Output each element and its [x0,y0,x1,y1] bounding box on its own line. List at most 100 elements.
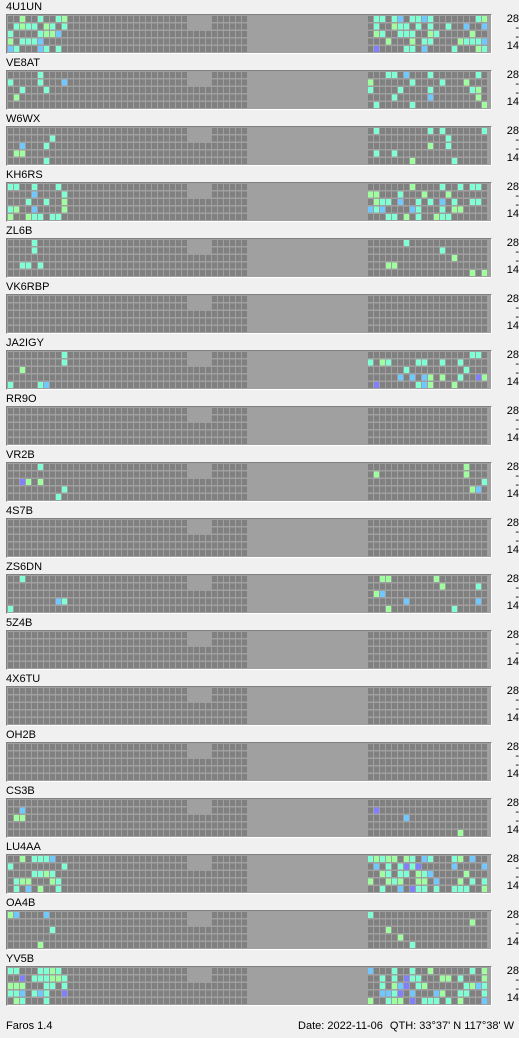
grid-cell [50,871,55,877]
grid-cell [392,415,397,422]
beacon-callsign: 5Z4B [6,617,33,629]
grid-cell [158,576,163,582]
grid-cell [380,710,385,717]
grid-cell [56,830,61,836]
grid-cell [464,326,469,332]
grid-cell [242,759,247,765]
grid-cell [242,886,247,892]
grid-cell [38,822,43,829]
band-label-top: 28 [506,517,519,529]
grid-cell [464,550,469,556]
grid-cell [8,102,13,108]
beacon-row: OA4B 28- -14 [0,896,519,952]
grid-cell [368,751,373,758]
grid-cell [56,751,61,758]
grid-cell [422,886,427,892]
grid-cell [44,46,49,52]
grid-cell [74,639,79,646]
grid-cell [176,102,181,108]
grid-cell [128,423,133,429]
grid-cell [134,38,139,45]
grid-cell [62,662,67,668]
grid-cell [470,878,475,885]
grid-cell [164,199,169,205]
grid-cell [32,38,37,45]
grid-cell [104,464,109,470]
grid-cell [452,318,457,325]
grid-cell [410,751,415,758]
grid-cell [428,206,433,213]
grid-cell [146,270,151,276]
grid-cell [38,240,43,246]
grid-cell [194,886,199,892]
grid-cell [434,479,439,485]
grid-cell [158,184,163,190]
grid-cell [122,430,127,437]
grid-cell [68,270,73,276]
grid-cell [134,662,139,668]
grid-cell [452,46,457,52]
grid-cell [404,318,409,325]
grid-cell [218,886,223,892]
grid-cell [62,542,67,549]
grid-cell [38,912,43,918]
grid-cell [242,359,247,366]
grid-cell [62,199,67,205]
grid-cell [410,408,415,414]
grid-cell [242,415,247,422]
grid-cell [110,542,115,549]
grid-cell [116,199,121,205]
grid-cell [152,751,157,758]
grid-cell [80,94,85,101]
grid-cell [20,359,25,366]
grid-cell [20,703,25,709]
grid-cell [116,135,121,142]
grid-cell [68,606,73,612]
grid-cell [242,718,247,724]
grid-cell [170,591,175,597]
grid-cell [218,240,223,246]
grid-cell [20,591,25,597]
grid-cell [230,703,235,709]
grid-cell [392,135,397,142]
grid-cell [416,486,421,493]
grid-cell [422,830,427,836]
grid-cell [116,878,121,885]
grid-cell [86,807,91,814]
grid-cell [122,38,127,45]
grid-cell [62,374,67,381]
grid-cell [404,296,409,302]
grid-cell [20,606,25,612]
grid-cell [62,718,67,724]
grid-cell [386,606,391,612]
grid-cell [152,606,157,612]
grid-cell [428,262,433,269]
grid-cell [74,598,79,605]
grid-cell [440,102,445,108]
grid-cell [428,135,433,142]
grid-cell [110,606,115,612]
grid-cell [26,128,31,134]
grid-cell [98,374,103,381]
grid-cell [230,16,235,22]
grid-cell [218,262,223,269]
grid-cell [482,886,487,892]
grid-cell [38,191,43,198]
grid-cell [38,408,43,414]
grid-cell [98,583,103,590]
grid-cell [374,766,379,773]
grid-cell [32,744,37,750]
grid-cell [110,718,115,724]
grid-cell [224,199,229,205]
grid-cell [152,359,157,366]
band-label-top: 28 [506,741,519,753]
grid-cell [14,639,19,646]
grid-cell [158,759,163,765]
grid-cell [146,423,151,429]
grid-cell [68,430,73,437]
grid-cell [50,774,55,780]
grid-cell [110,16,115,22]
grid-cell [440,695,445,702]
grid-cell [422,382,427,388]
grid-cell [8,382,13,388]
